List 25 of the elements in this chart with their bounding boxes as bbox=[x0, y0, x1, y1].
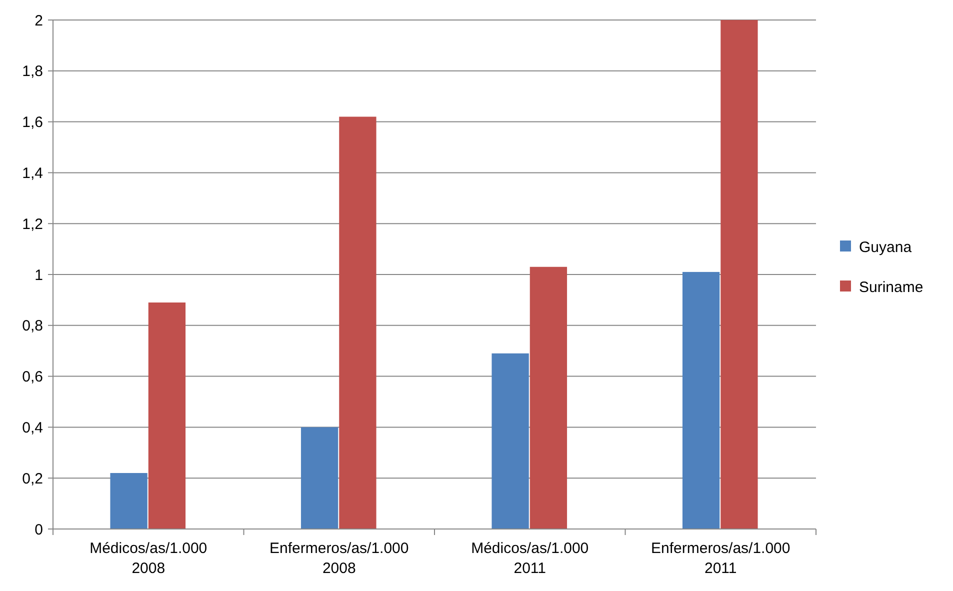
bar bbox=[682, 272, 720, 529]
y-tick-label: 2 bbox=[34, 12, 43, 30]
bar bbox=[300, 427, 338, 529]
y-tick-label: 0,6 bbox=[22, 368, 43, 386]
y-tick-label: 1,4 bbox=[22, 164, 43, 182]
x-tick-label: Médicos/as/1.000 2008 bbox=[90, 540, 208, 577]
y-tick-label: 1,2 bbox=[22, 216, 43, 233]
bar bbox=[720, 20, 758, 529]
bar bbox=[148, 302, 186, 529]
x-tick-label: Médicos/as/1.000 2011 bbox=[471, 540, 589, 577]
bar bbox=[110, 473, 148, 529]
y-tick-label: 0,2 bbox=[22, 470, 43, 488]
x-tick-label: Enfermeros/as/1.000 2008 bbox=[270, 540, 409, 577]
bar bbox=[492, 353, 529, 529]
y-tick-label: 0,8 bbox=[22, 318, 43, 335]
y-tick-label: 0,4 bbox=[22, 419, 43, 436]
legend-label: Guyana bbox=[859, 238, 912, 256]
y-tick-label: 1,8 bbox=[22, 63, 43, 80]
y-tick-label: 1,6 bbox=[22, 114, 43, 132]
y-tick-label: 1 bbox=[34, 266, 43, 284]
bar bbox=[339, 116, 376, 529]
legend-label: Suriname bbox=[859, 278, 924, 296]
x-tick-label: Enfermeros/as/1.000 2011 bbox=[651, 540, 790, 577]
bar bbox=[530, 266, 568, 529]
y-tick-label: 0 bbox=[34, 521, 43, 538]
